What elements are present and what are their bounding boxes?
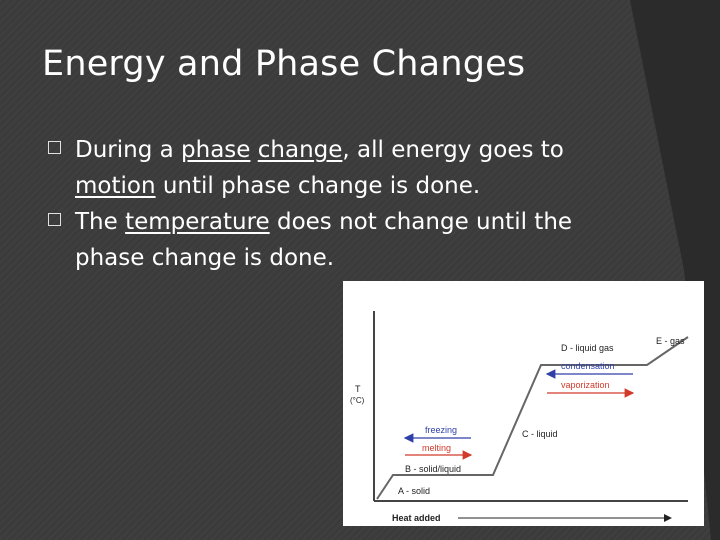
heating-curve-svg: T (°C) Heat added A - solid B - solid/li… [350,311,689,523]
term-motion: motion [75,173,156,199]
bullet-list: During a phase change, all energy goes t… [48,132,648,276]
bullet-text: During a [75,137,182,163]
term-temperature: temperature [125,209,270,235]
label-melting: melting [422,443,451,453]
y-axis-label-t: T [355,384,361,394]
label-d-liquid-gas: D - liquid gas [561,343,614,353]
bullet-item-1: During a phase change, all energy goes t… [48,132,648,204]
heating-curve-diagram: T (°C) Heat added A - solid B - solid/li… [343,281,704,526]
bullet-text: until phase change is done. [155,173,481,199]
square-bullet-icon [48,213,61,226]
slide-title: Energy and Phase Changes [42,44,526,84]
label-e-gas: E - gas [656,336,685,346]
bullet-text: The [75,209,126,235]
bullet-text: does not change until the phase change i… [75,209,573,271]
bullet-text [250,137,257,163]
term-phase: phase [181,137,251,163]
term-change: change [257,137,343,163]
bullet-item-2: The temperature does not change until th… [48,204,648,276]
label-a-solid: A - solid [398,486,430,496]
label-condensation: condensation [561,361,615,371]
label-vaporization: vaporization [561,380,610,390]
bullet-text: , all energy goes to [342,137,564,163]
y-axis-label-unit: (°C) [350,396,365,405]
label-freezing: freezing [425,425,457,435]
heating-curve-line [376,336,689,500]
x-axis-label: Heat added [392,513,441,523]
label-c-liquid: C - liquid [522,429,558,439]
label-b-solid-liquid: B - solid/liquid [405,464,461,474]
square-bullet-icon [48,141,61,154]
